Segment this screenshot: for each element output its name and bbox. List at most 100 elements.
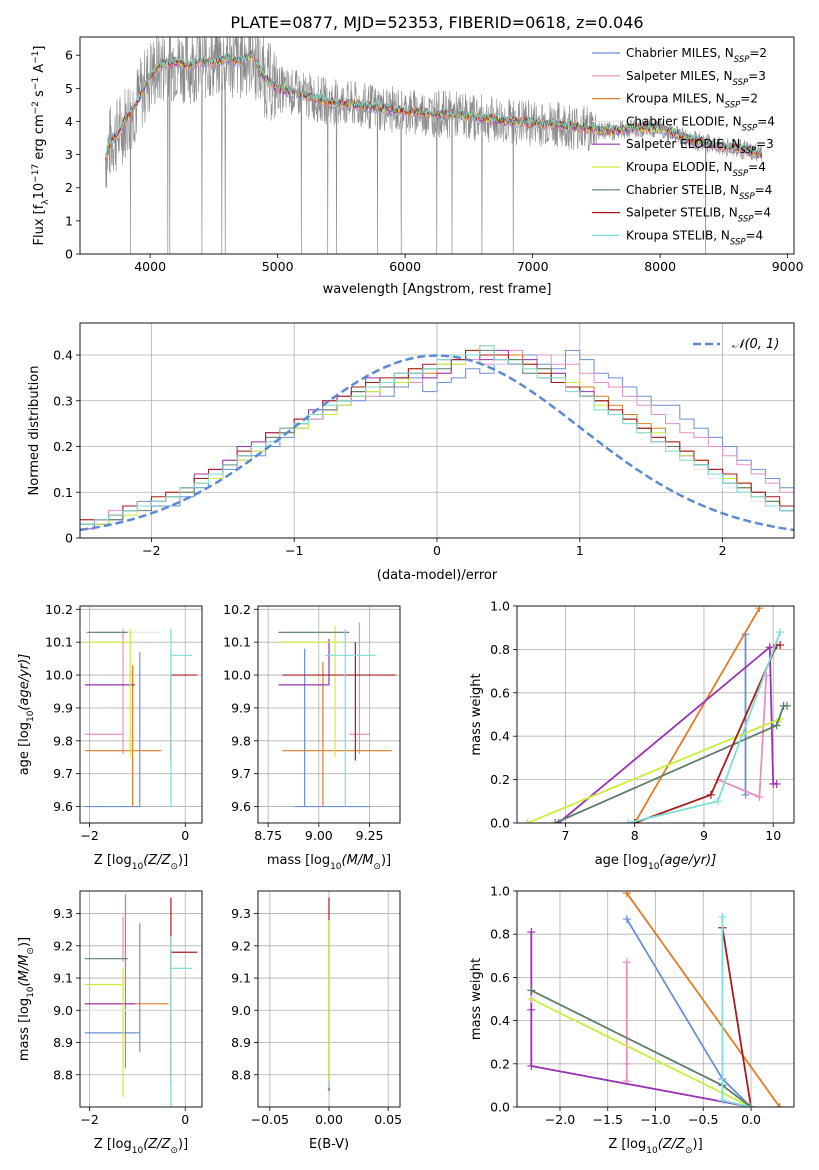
axes-frame [79, 605, 203, 824]
y-tick-label: 2 [65, 180, 73, 195]
y-tick-label: 9.0 [53, 1003, 73, 1018]
x-tick-label: 0.00 [315, 1112, 343, 1127]
mass-weight-marker [527, 986, 536, 995]
plot-area [523, 606, 792, 823]
legend-eq: =4 [753, 206, 771, 220]
legend-eq: =3 [748, 69, 766, 83]
x-tick-label: −1.0 [640, 1112, 670, 1127]
label-part: age [log [17, 722, 32, 775]
y-tick-label: 9.0 [231, 1003, 251, 1018]
y-tick-label: 9.9 [53, 700, 73, 715]
legend-eq: =2 [740, 92, 758, 106]
label-part: 10 [26, 986, 36, 998]
gaussian-legend-label: 𝒩(0, 1) [732, 337, 779, 352]
figure-title: PLATE=0877, MJD=52353, FIBERID=0618, z=0… [230, 13, 643, 32]
y-tick-label: 1.0 [490, 884, 510, 899]
mass-vs-Z-ylabel: mass [log10(M/M⊙)] [17, 937, 36, 1061]
legend-entry: Chabrier STELIB, NSSP=4 [626, 183, 772, 202]
x-tick-label: 9.00 [305, 828, 333, 843]
label-part: 10 [646, 1146, 658, 1156]
legend-entry: Chabrier MILES, NSSP=2 [626, 46, 767, 65]
y-tick-label: 5 [65, 81, 73, 96]
label-part: 10 [330, 862, 342, 872]
y-tick-label: 8.8 [53, 1067, 73, 1082]
y-tick-label: 9.6 [231, 799, 251, 814]
x-tick-label: 4000 [134, 259, 166, 274]
mass-vs-Z-xlabel: Z [log10(Z/Z⊙)] [94, 1137, 188, 1156]
x-tick-label: 9.25 [356, 828, 384, 843]
mass-weight-series [626, 892, 781, 1107]
mass-weight-marker [747, 1103, 756, 1107]
legend-sub: SSP [734, 55, 750, 65]
legend-eq: =4 [755, 183, 773, 197]
y-tick-label: 4 [65, 114, 73, 129]
axes-frame [257, 605, 401, 824]
x-tick-label: −0.5 [688, 1112, 718, 1127]
axes-frame [257, 890, 401, 1108]
axes-frame [516, 605, 795, 824]
label-part: A [32, 64, 47, 77]
y-tick-label: 10.1 [223, 635, 251, 650]
legend-eq: =2 [749, 46, 767, 60]
legend-sub: SSP [742, 123, 758, 133]
legend-sub: SSP [733, 78, 749, 88]
x-tick-label: −1 [285, 543, 303, 558]
legend-label: Salpeter MILES, N [626, 69, 733, 83]
y-tick-label: 9.9 [231, 700, 251, 715]
x-tick-label: 7 [561, 828, 569, 843]
label-part: Z [log [608, 1137, 646, 1152]
mass-weight-marker [718, 1096, 727, 1105]
label-part: ⊙ [26, 947, 36, 955]
legend-eq: =4 [757, 114, 775, 128]
label-part: ] [32, 46, 47, 51]
legend-label: Salpeter ELODIE, N [626, 137, 740, 151]
y-tick-label: 9.2 [231, 938, 251, 953]
legend-eq: =4 [746, 228, 764, 242]
legend-entry: Salpeter MILES, NSSP=3 [626, 69, 766, 88]
y-tick-label: 0.3 [53, 393, 73, 408]
label-part: −1 [31, 51, 41, 64]
legend-sub: SSP [730, 237, 746, 247]
mass-weight-marker [554, 819, 563, 823]
y-tick-label: 0.0 [490, 1100, 510, 1115]
y-tick-label: 0.2 [53, 439, 73, 454]
label-part: (M/M [342, 853, 374, 868]
residuals-ylabel: Normed distribution [27, 366, 42, 496]
y-tick-label: 3 [65, 147, 73, 162]
spectrum-xlabel: wavelength [Angstrom, rest frame] [323, 282, 552, 297]
mass-weight-marker [755, 606, 764, 613]
y-tick-label: 0.2 [490, 772, 510, 787]
weight-vs-Z-panel: −2.0 −1.5 −1.0 −0.5 0.0 0.0 0.2 0.4 0.6 0.8 1.0 Z [… [469, 884, 795, 1156]
residuals-panel: −2 −1 0 1 2 0 0.1 0.2 0.3 0.4 (data-model)/error No… [27, 322, 795, 583]
x-tick-label: −1.5 [593, 1112, 623, 1127]
mass-weight-marker [523, 819, 532, 823]
label-part: )] [178, 853, 188, 868]
y-tick-label: 1 [65, 213, 73, 228]
weight-vs-Z-ylabel: mass weight [469, 958, 484, 1040]
mass-weight-marker [622, 1059, 631, 1068]
mass-weight-series [633, 607, 761, 823]
y-tick-label: 9.3 [231, 906, 251, 921]
label-part: (age/yr)] [659, 853, 716, 868]
legend-entry: Salpeter STELIB, NSSP=4 [626, 206, 771, 225]
label-part: λ [41, 199, 51, 205]
x-tick-label: 1 [576, 543, 584, 558]
y-tick-label: 6 [65, 48, 73, 63]
y-tick-label: 9.7 [53, 766, 73, 781]
x-tick-label: −2 [142, 543, 160, 558]
label-part: 10 [26, 710, 36, 722]
plot-area [278, 622, 396, 808]
y-tick-label: 0.4 [53, 348, 73, 363]
y-tick-label: 0.6 [490, 970, 510, 985]
y-tick-label: 0.4 [490, 729, 510, 744]
y-tick-label: 9.7 [231, 766, 251, 781]
plot-area [84, 629, 198, 808]
legend-entry: Kroupa MILES, NSSP=2 [626, 92, 758, 111]
spectrum-panel: 4000 5000 6000 7000 8000 9000 0 1 2 3 4 5 6 wavelengt… [31, 36, 804, 297]
x-tick-label: −2.0 [545, 1112, 575, 1127]
x-tick-label: 5000 [262, 259, 294, 274]
mass-weight-marker [630, 819, 639, 823]
y-tick-label: 10.0 [223, 668, 251, 683]
